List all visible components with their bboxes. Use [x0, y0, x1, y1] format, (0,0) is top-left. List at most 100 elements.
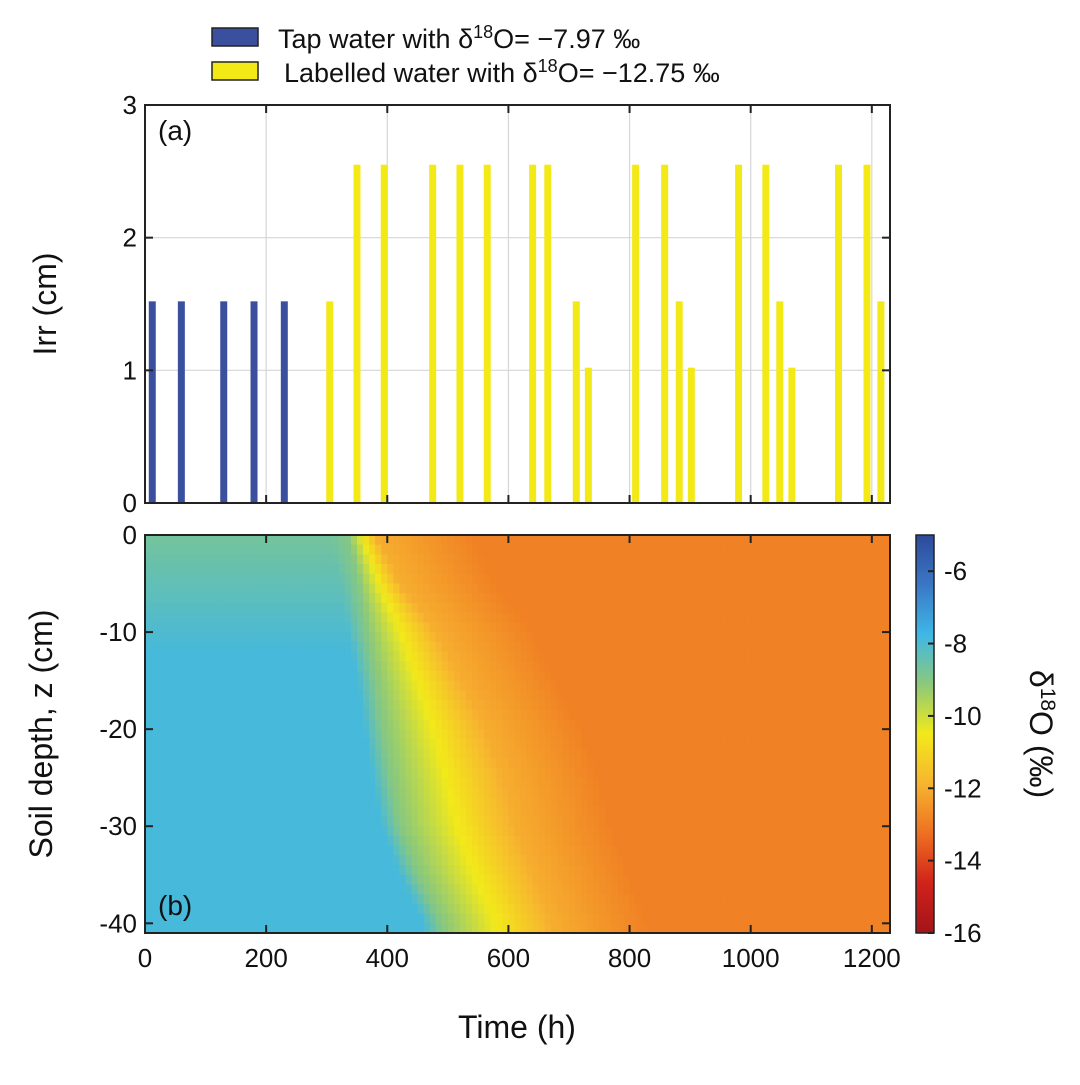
heatmap-cell [387, 797, 394, 808]
heatmap-cell [260, 738, 267, 750]
heatmap-cell [744, 661, 752, 672]
heatmap-cell [520, 738, 528, 750]
heatmap-cell [829, 700, 837, 711]
heatmap-cell [526, 690, 534, 701]
heatmap-cell [496, 564, 503, 575]
heatmap-cell [774, 670, 782, 682]
heatmap-cell [720, 535, 728, 546]
heatmap-cell [817, 544, 824, 556]
heatmap-cell [532, 554, 540, 565]
heatmap-cell [726, 593, 734, 604]
heatmap-cell [175, 554, 182, 565]
heatmap-cell [496, 865, 503, 876]
heatmap-cell [393, 748, 400, 759]
heatmap-cell [690, 797, 697, 808]
heatmap-cell [350, 797, 358, 808]
heatmap-cell [853, 816, 861, 827]
heatmap-cell [157, 777, 164, 788]
heatmap-cell [865, 777, 873, 788]
heatmap-cell [302, 632, 310, 643]
heatmap-cell [260, 700, 267, 711]
heatmap-cell [411, 535, 419, 546]
heatmap-cell [859, 748, 867, 759]
heatmap-cell [375, 865, 382, 876]
heatmap-cell [556, 855, 564, 866]
heatmap-cell [605, 826, 612, 837]
heatmap-cell [260, 855, 267, 866]
heatmap-cell [399, 748, 407, 759]
heatmap-cell [508, 622, 516, 633]
heatmap-cell [635, 554, 643, 565]
heatmap-cell [459, 758, 467, 769]
heatmap-cell [768, 719, 776, 730]
heatmap-cell [696, 670, 703, 682]
heatmap-cell [623, 622, 631, 633]
heatmap-cell [538, 632, 546, 643]
heatmap-cell [647, 535, 655, 546]
heatmap-cell [520, 583, 528, 594]
heatmap-cell [350, 612, 358, 623]
heatmap-cell [665, 632, 673, 643]
heatmap-cell [738, 573, 746, 585]
heatmap-cell [532, 661, 540, 672]
heatmap-cell [514, 787, 522, 798]
heatmap-cell [229, 632, 237, 643]
heatmap-cell [235, 700, 243, 711]
heatmap-cell [562, 767, 570, 779]
heatmap-cell [157, 632, 164, 643]
heatmap-cell [502, 661, 510, 672]
labelled-water-bar [544, 164, 552, 503]
heatmap-cell [623, 564, 631, 575]
heatmap-cell [429, 894, 437, 905]
heatmap-cell [593, 573, 600, 585]
labelled-water-bar [863, 164, 871, 503]
heatmap-cell [526, 845, 534, 856]
heatmap-cell [344, 835, 352, 847]
heatmap-cell [653, 593, 661, 604]
heatmap-cell [484, 602, 491, 614]
heatmap-cell [296, 884, 304, 895]
heatmap-cell [484, 661, 491, 672]
heatmap-cell [744, 894, 752, 905]
heatmap-cell [611, 554, 619, 565]
heatmap-cell [496, 777, 503, 788]
heatmap-cell [841, 719, 849, 730]
heatmap-cell [423, 602, 431, 614]
heatmap-cell [266, 700, 273, 711]
heatmap-cell [502, 602, 510, 614]
heatmap-cell [266, 758, 273, 769]
heatmap-cell [774, 651, 782, 662]
heatmap-cell [472, 709, 479, 721]
heatmap-cell [350, 651, 358, 662]
heatmap-cell [205, 767, 213, 779]
heatmap-cell [805, 719, 812, 730]
heatmap-cell [199, 670, 207, 682]
heatmap-cell [696, 535, 703, 546]
heatmap-cell [732, 894, 740, 905]
heatmap-cell [314, 544, 322, 556]
heatmap-cell [520, 661, 528, 672]
heatmap-cell [726, 874, 734, 886]
heatmap-cell [799, 845, 806, 856]
heatmap-cell [641, 865, 649, 876]
heatmap-cell [532, 700, 540, 711]
heatmap-cell [363, 632, 370, 643]
heatmap-cell [659, 816, 667, 827]
heatmap-cell [508, 670, 516, 682]
heatmap-cell [811, 894, 818, 905]
heatmap-cell [151, 632, 158, 643]
heatmap-cell [671, 612, 679, 623]
heatmap-cell [514, 835, 522, 847]
heatmap-cell [229, 777, 237, 788]
heatmap-cell [332, 767, 340, 779]
heatmap-cell [175, 913, 182, 924]
heatmap-cell [260, 651, 267, 662]
heatmap-cell [623, 845, 631, 856]
heatmap-cell [635, 777, 643, 788]
heatmap-cell [593, 680, 600, 691]
heatmap-cell [774, 758, 782, 769]
heatmap-cell [145, 573, 152, 585]
heatmap-cell [550, 641, 558, 653]
heatmap-cell [181, 564, 188, 575]
heatmap-cell [702, 544, 709, 556]
